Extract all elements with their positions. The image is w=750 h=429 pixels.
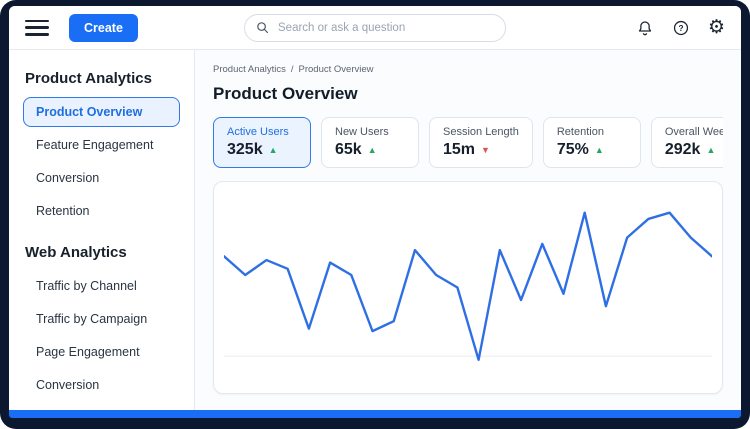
breadcrumb-product-overview: Product Overview — [298, 64, 374, 75]
svg-text:?: ? — [678, 24, 683, 33]
chart-line-series — [224, 213, 712, 360]
trend-up-icon — [706, 146, 715, 155]
metric-label: Overall Weekly A — [664, 126, 723, 138]
app-window: Create ? ⚙ Product Analytics — [9, 6, 741, 410]
sidebar-item-feature-engagement[interactable]: Feature Engagement — [36, 138, 154, 152]
page-title: Product Overview — [213, 84, 358, 103]
metric-value: 292k — [664, 141, 701, 158]
sidebar-item-retention[interactable]: Retention — [36, 204, 90, 218]
sidebar-item-conversion[interactable]: Conversion — [36, 171, 100, 185]
metric-card-new-users[interactable]: New Users 65k — [321, 117, 419, 168]
metrics-row: Active Users 325k New Users 65k — [213, 117, 723, 168]
search-input[interactable] — [278, 21, 495, 34]
metric-label: Active Users — [227, 126, 289, 138]
sidebar-heading-web-analytics: Web Analytics — [25, 244, 127, 261]
metric-value: 15m — [443, 141, 476, 158]
line-chart-card — [213, 181, 723, 394]
metric-card-active-users[interactable]: Active Users 325k — [213, 117, 311, 168]
metric-value: 65k — [335, 141, 362, 158]
search-icon — [255, 20, 270, 35]
breadcrumb-product-analytics[interactable]: Product Analytics — [213, 64, 286, 75]
metric-label: Retention — [556, 126, 604, 138]
notifications-bell-icon[interactable] — [636, 19, 654, 37]
trend-up-icon — [368, 146, 377, 155]
sidebar: Product Analytics Product Overview Featu… — [9, 50, 195, 410]
create-button[interactable]: Create — [69, 13, 138, 42]
sidebar-item-product-overview[interactable]: Product Overview — [23, 97, 180, 127]
metric-value: 325k — [227, 141, 263, 158]
metric-label: New Users — [335, 126, 389, 138]
settings-gear-icon[interactable]: ⚙ — [707, 17, 725, 38]
sidebar-item-traffic-by-campaign[interactable]: Traffic by Campaign — [36, 312, 148, 326]
breadcrumb-separator: / — [290, 64, 294, 75]
metric-card-session-length[interactable]: Session Length 15m — [429, 117, 533, 168]
main-content: Product Analytics / Product Overview Pro… — [195, 50, 741, 410]
metric-card-retention[interactable]: Retention 75% — [542, 117, 641, 168]
metric-value: 75% — [556, 141, 589, 158]
help-icon[interactable]: ? — [672, 19, 690, 37]
top-bar: Create ? ⚙ — [9, 6, 741, 50]
breadcrumb: Product Analytics / Product Overview — [213, 64, 723, 75]
sidebar-item-traffic-by-channel[interactable]: Traffic by Channel — [36, 279, 137, 293]
line-chart — [224, 194, 712, 381]
trend-down-icon — [481, 146, 490, 155]
sidebar-item-page-engagement[interactable]: Page Engagement — [36, 345, 140, 359]
metric-label: Session Length — [443, 126, 519, 138]
trend-up-icon — [595, 146, 604, 155]
sidebar-item-web-conversion[interactable]: Conversion — [36, 378, 100, 392]
search-bar[interactable] — [244, 13, 506, 42]
bottom-accent-bar — [9, 410, 741, 418]
sidebar-heading-product-analytics: Product Analytics — [25, 70, 152, 87]
metric-card-overall-weekly[interactable]: Overall Weekly A 292k — [650, 117, 723, 168]
trend-up-icon — [269, 146, 278, 155]
hamburger-menu-icon[interactable] — [25, 19, 49, 36]
